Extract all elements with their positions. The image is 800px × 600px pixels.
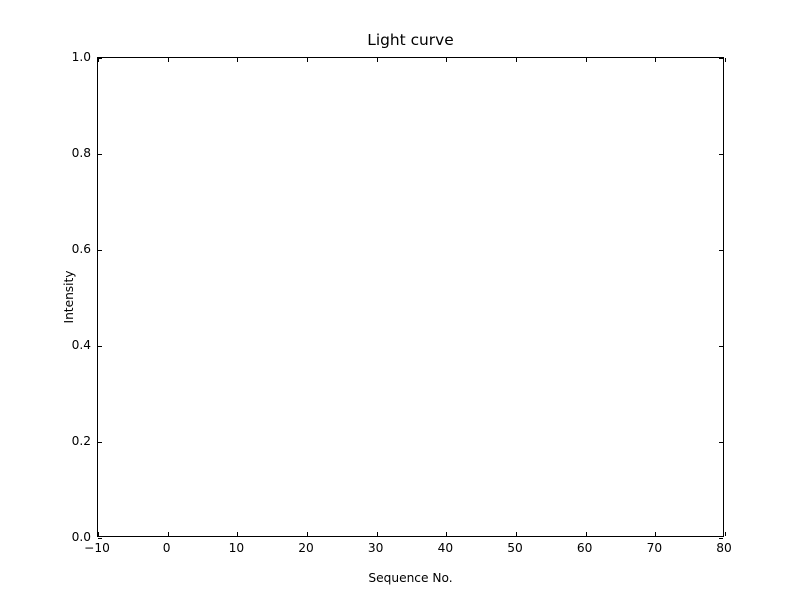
y-axis-tick-label: 1.0: [71, 50, 91, 64]
x-axis-tick-mark: [376, 532, 378, 536]
y-axis-tick-mark: [98, 538, 102, 539]
plot-axes: [97, 57, 726, 539]
y-axis-tick-label: 0.6: [71, 242, 91, 256]
x-axis-tick-mark-top: [376, 58, 378, 62]
y-axis-tick-mark-right: [719, 538, 723, 539]
x-axis-tick-label: −10: [84, 541, 110, 555]
x-axis-tick-mark-top: [516, 58, 517, 62]
x-axis-tick-mark: [585, 532, 587, 536]
x-axis-tick-mark: [725, 532, 726, 536]
y-axis-tick-label: 0.4: [71, 338, 91, 352]
x-axis-tick-label: 30: [367, 541, 384, 555]
plot-data-area: [98, 58, 723, 536]
chart-title: Light curve: [367, 31, 454, 49]
y-axis-tick-mark-right: [719, 250, 723, 251]
y-axis-label: Intensity: [62, 270, 76, 324]
x-axis-tick-mark: [307, 532, 308, 536]
y-axis-tick-mark: [98, 154, 102, 155]
x-axis-tick-mark: [98, 532, 99, 536]
x-axis-tick-label: 20: [298, 541, 314, 555]
x-axis-tick-label: 80: [716, 541, 732, 555]
y-axis-tick-mark-right: [719, 58, 723, 59]
x-axis-tick-mark: [655, 532, 657, 536]
x-axis-tick-mark-top: [237, 58, 239, 62]
x-axis-tick-mark: [237, 532, 239, 536]
y-axis-tick-label: 0.8: [71, 146, 91, 160]
y-axis-tick-mark-right: [719, 154, 723, 155]
x-axis-tick-mark-top: [167, 58, 169, 62]
x-axis-tick-label: 70: [646, 541, 663, 555]
x-axis-tick-label: 10: [228, 541, 245, 555]
x-axis-tick-mark-top: [98, 58, 99, 62]
x-axis-tick-mark-top: [585, 58, 587, 62]
x-axis-tick-mark-top: [655, 58, 657, 62]
x-axis-tick-label: 40: [437, 541, 454, 555]
y-axis-tick-mark: [98, 346, 102, 347]
x-axis-tick-mark: [446, 532, 448, 536]
x-axis-tick-label: 60: [576, 541, 593, 555]
y-axis-tick-mark-right: [719, 442, 723, 443]
x-axis-tick-mark-top: [725, 58, 726, 62]
x-axis-tick-mark-top: [446, 58, 448, 62]
y-axis-tick-mark: [98, 442, 102, 443]
y-axis-tick-mark: [98, 58, 102, 59]
x-axis-tick-mark: [167, 532, 169, 536]
y-axis-tick-mark: [98, 250, 102, 251]
x-axis-tick-mark: [516, 532, 517, 536]
x-axis-tick-mark-top: [307, 58, 308, 62]
x-axis-label: Sequence No.: [368, 571, 453, 585]
x-axis-tick-label: 0: [162, 541, 171, 555]
y-axis-tick-label: 0.0: [71, 530, 91, 544]
x-axis-tick-label: 50: [507, 541, 523, 555]
y-axis-tick-label: 0.2: [71, 434, 91, 448]
y-axis-tick-mark-right: [719, 346, 723, 347]
